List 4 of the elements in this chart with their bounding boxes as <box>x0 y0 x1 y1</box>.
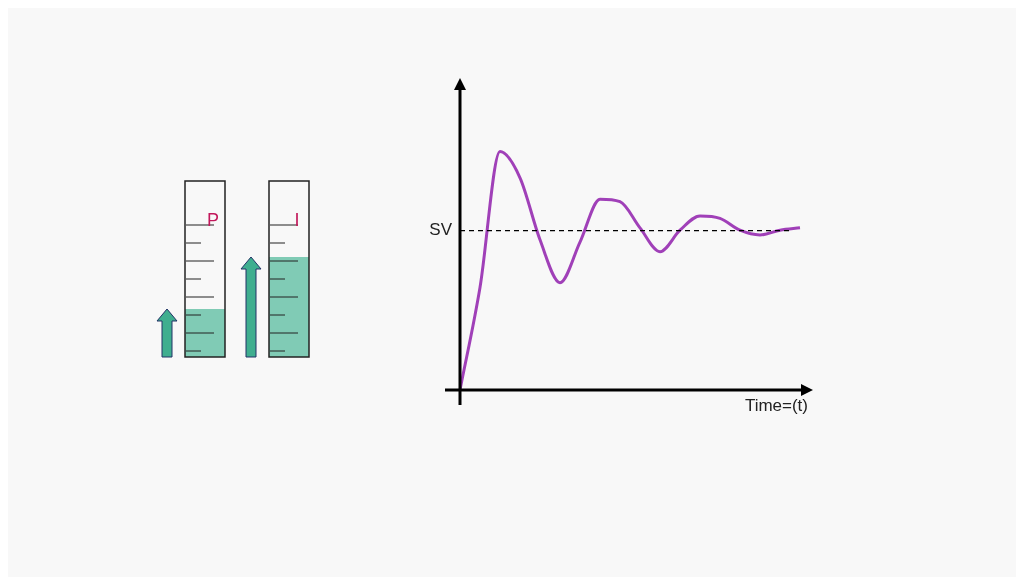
ref-line-label: SV <box>429 220 453 240</box>
text: P <box>206 210 220 231</box>
text: I <box>293 210 301 231</box>
x-axis-title: Time=(t) <box>744 396 808 416</box>
